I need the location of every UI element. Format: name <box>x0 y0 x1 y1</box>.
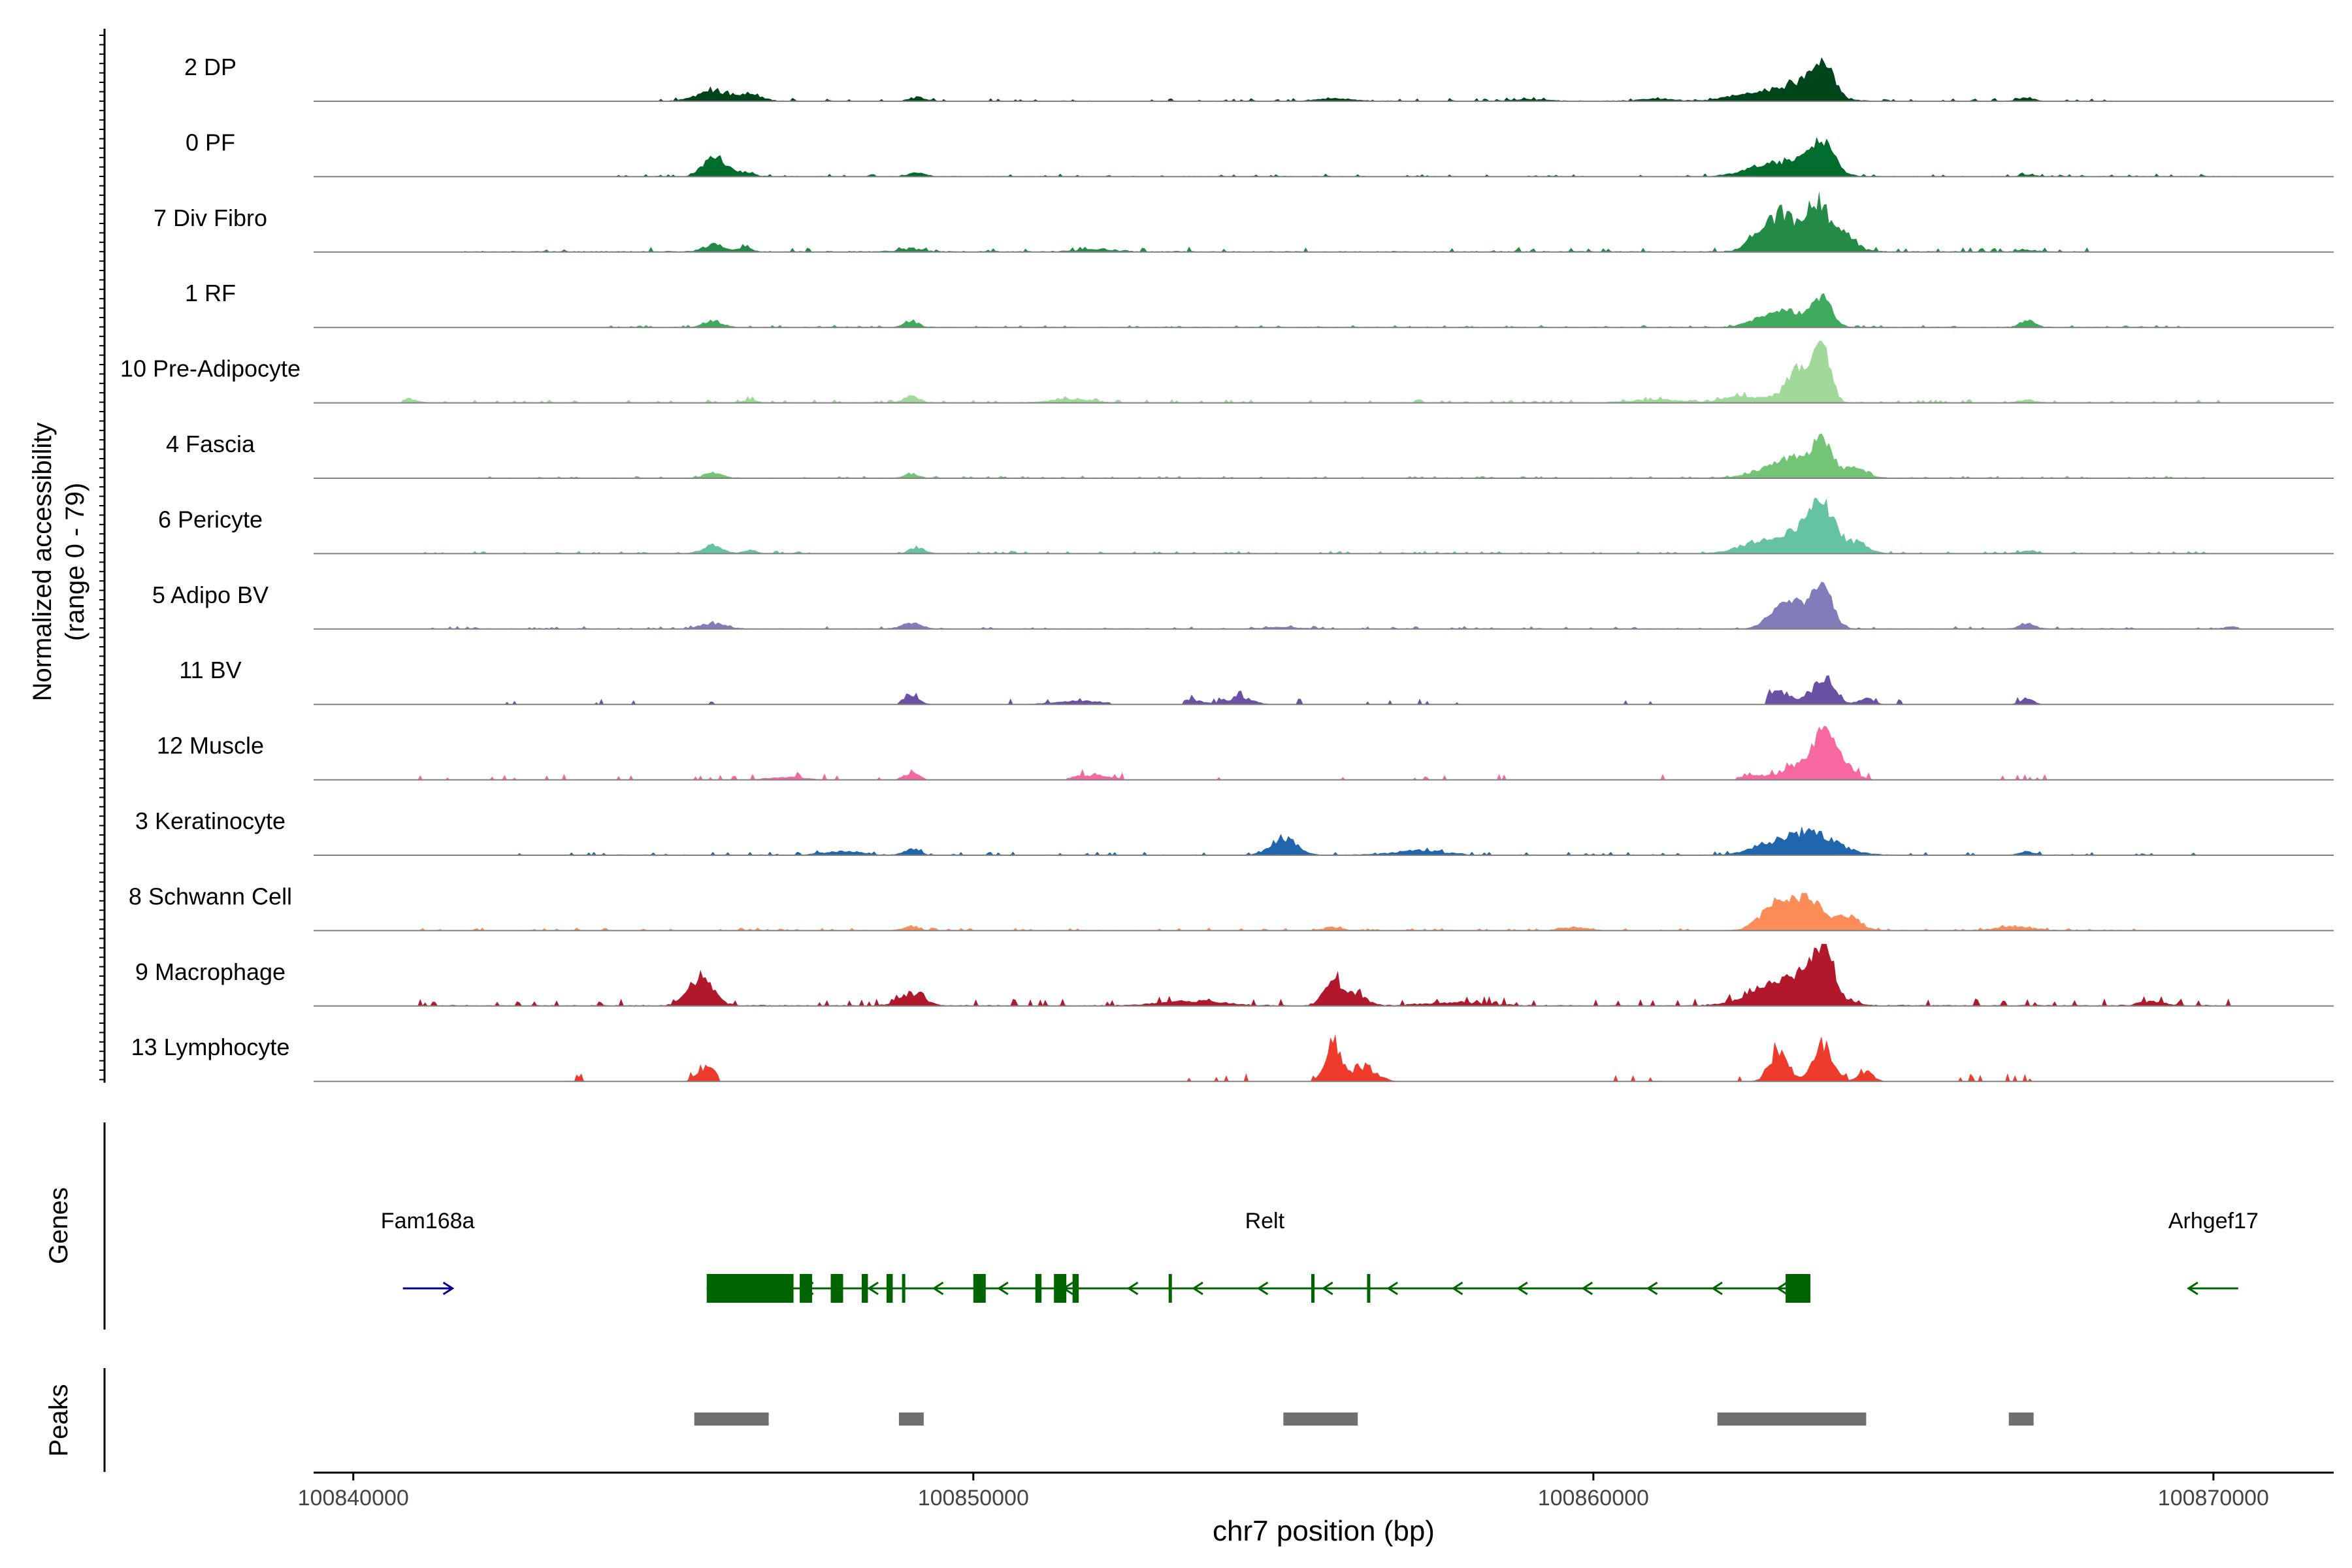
exon-small <box>1311 1274 1315 1303</box>
peak-region <box>1717 1413 1867 1426</box>
track-label: 11 BV <box>179 657 241 683</box>
strand-arrow <box>1256 1281 1269 1296</box>
track-6-pericyte: 6 Pericyte <box>158 498 2334 555</box>
gene-label: Arhgef17 <box>2168 1209 2259 1233</box>
exon <box>973 1274 986 1303</box>
genes-track: Fam168a Relt Arhgef17 <box>381 1209 2259 1303</box>
track-5-adipo-bv: 5 Adipo BV <box>152 581 2334 630</box>
peaks-track <box>694 1413 2034 1426</box>
track-label: 9 Macrophage <box>135 958 286 985</box>
peak-region <box>1283 1413 1358 1426</box>
exon-small <box>1367 1274 1371 1303</box>
track-label: 2 DP <box>184 54 237 80</box>
coverage-area <box>314 433 2334 478</box>
strand-arrow <box>1386 1281 1398 1296</box>
exon <box>1072 1274 1079 1303</box>
exon <box>1035 1274 1042 1303</box>
coverage-area <box>314 892 2334 931</box>
gene-label: Relt <box>1245 1209 1285 1233</box>
track-label: 0 PF <box>186 129 235 155</box>
peak-region <box>694 1413 769 1426</box>
x-tick-label: 100840000 <box>298 1486 409 1511</box>
exon <box>706 1274 794 1303</box>
track-label: 7 Div Fibro <box>154 204 267 231</box>
track-label: 8 Schwann Cell <box>129 883 292 909</box>
track-11-bv: 11 BV <box>179 657 2334 706</box>
track-9-macrophage: 9 Macrophage <box>135 943 2334 1007</box>
track-label: 4 Fascia <box>166 431 255 457</box>
gene-arhgef17: Arhgef17 <box>2168 1209 2259 1296</box>
peak-region <box>2008 1413 2034 1426</box>
strand-arrow <box>997 1281 1009 1296</box>
coverage-tracks: 2 DP 0 PF 7 Div Fibro 1 RF 10 Pre-Adipocyte 4… <box>120 54 2334 1083</box>
track-2-dp: 2 DP <box>184 54 2334 102</box>
strand-arrow <box>1776 1281 1788 1296</box>
track-label: 5 Adipo BV <box>152 581 269 608</box>
peaks-track-label: Peaks <box>44 1384 73 1456</box>
track-label: 1 RF <box>185 280 236 306</box>
track-3-keratinocyte: 3 Keratinocyte <box>135 808 2334 856</box>
coverage-area <box>314 725 2334 780</box>
gene-relt: Relt <box>706 1209 1811 1303</box>
x-tick-label: 100860000 <box>1538 1486 1649 1511</box>
track-7-div-fibro: 7 Div Fibro <box>154 191 2334 253</box>
x-tick-label: 100850000 <box>918 1486 1029 1511</box>
strand-arrow <box>1581 1281 1593 1296</box>
strand-arrow <box>1192 1281 1203 1296</box>
exon-small <box>1168 1274 1172 1303</box>
exon <box>1054 1274 1067 1303</box>
coverage-area <box>314 191 2334 252</box>
strand-arrow <box>1126 1281 1139 1296</box>
y-axis-label: Normalized accessibility <box>28 423 57 702</box>
track-12-muscle: 12 Muscle <box>157 725 2334 781</box>
x-axis: 100840000 100850000 100860000 100870000 <box>298 1473 2269 1511</box>
strand-arrow <box>2187 1281 2198 1296</box>
coverage-area <box>314 826 2334 855</box>
y-axis-label-range: (range 0 - 79) <box>61 483 90 641</box>
coverage-area <box>314 293 2334 328</box>
coverage-area <box>314 498 2334 554</box>
exon <box>1786 1274 1811 1303</box>
track-0-pf: 0 PF <box>186 129 2334 178</box>
exon <box>886 1274 893 1303</box>
strand-arrow <box>1646 1281 1658 1296</box>
exon-small <box>902 1274 906 1303</box>
peak-region <box>898 1413 924 1426</box>
track-10-pre-adipocyte: 10 Pre-Adipocyte <box>120 340 2334 404</box>
exon <box>800 1274 813 1303</box>
track-label: 10 Pre-Adipocyte <box>120 355 301 382</box>
coverage-area <box>314 340 2334 403</box>
track-label: 6 Pericyte <box>158 506 263 532</box>
track-1-rf: 1 RF <box>185 280 2334 329</box>
coverage-area <box>314 581 2334 629</box>
track-label: 13 Lymphocyte <box>131 1034 290 1060</box>
strand-arrow <box>1451 1281 1463 1296</box>
gene-fam168a: Fam168a <box>381 1209 475 1296</box>
coverage-area <box>314 137 2334 177</box>
track-4-fascia: 4 Fascia <box>166 431 2334 479</box>
x-tick-label: 100870000 <box>2158 1486 2269 1511</box>
strand-arrow <box>867 1281 879 1296</box>
track-label: 3 Keratinocyte <box>135 808 286 834</box>
strand-arrow <box>1516 1281 1528 1296</box>
track-13-lymphocyte: 13 Lymphocyte <box>131 1034 2334 1083</box>
track-label: 12 Muscle <box>157 732 264 759</box>
track-8-schwann-cell: 8 Schwann Cell <box>129 883 2334 932</box>
strand-arrow <box>1321 1281 1333 1296</box>
gene-label: Fam168a <box>381 1209 475 1233</box>
coverage-area <box>314 943 2334 1006</box>
strand-arrow <box>442 1281 455 1296</box>
exon <box>830 1274 843 1303</box>
strand-arrow <box>932 1281 944 1296</box>
y-axis <box>99 29 106 1083</box>
coverage-area <box>314 57 2334 101</box>
strand-arrow <box>1711 1281 1723 1296</box>
coverage-area <box>314 1034 2334 1082</box>
genes-track-label: Genes <box>44 1187 73 1264</box>
x-axis-label: chr7 position (bp) <box>1213 1515 1435 1547</box>
coverage-area <box>314 675 2334 705</box>
exon <box>861 1274 868 1303</box>
